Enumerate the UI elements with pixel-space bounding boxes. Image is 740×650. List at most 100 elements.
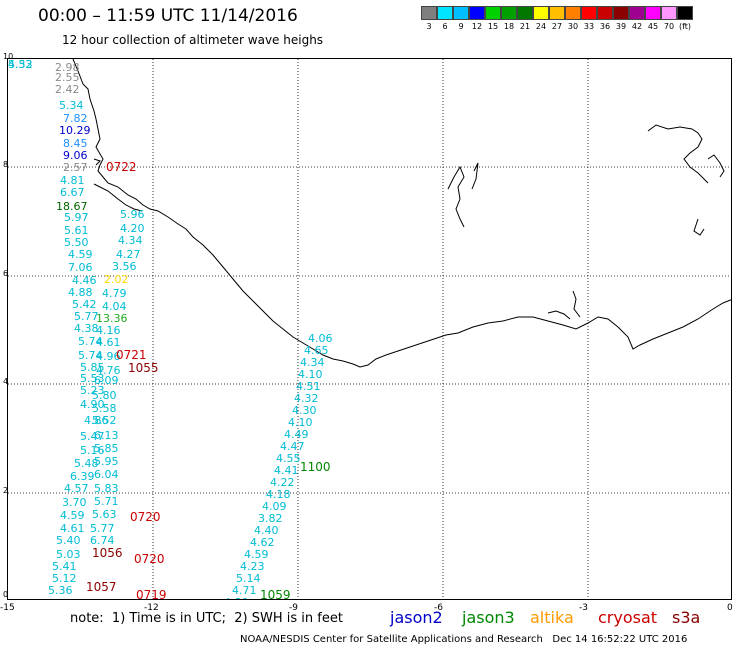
wave-height-value: 5.34 (59, 99, 84, 112)
legend-label: 27 (551, 22, 563, 31)
legend-swatch (629, 6, 645, 20)
pass-time-label: 1056 (92, 546, 123, 560)
legend-label: 21 (519, 22, 531, 31)
legend-swatch (517, 6, 533, 20)
x-tick-minus12: -12 (144, 603, 159, 613)
map-subtitle: 12 hour collection of altimeter wave hei… (62, 33, 324, 47)
legend-swatch (501, 6, 517, 20)
wave-height-value: 7.06 (68, 261, 93, 274)
legend-label: 45 (647, 22, 659, 31)
legend-label: 30 (567, 22, 579, 31)
pass-time-label: 0719 (136, 588, 167, 600)
wave-height-value: 4.18 (266, 488, 291, 501)
wave-height-value: 4.06 (308, 332, 333, 345)
wave-height-value: 5.48 (74, 457, 99, 470)
wave-height-value: 4.51 (296, 380, 321, 393)
wave-height-value: 2.98 (55, 61, 80, 74)
wave-height-value: 4.23 (240, 560, 265, 573)
y-tick-8: 8 (3, 160, 9, 169)
wave-height-value: 8.45 (63, 137, 88, 150)
legend-swatch (549, 6, 565, 20)
wave-height-value: 4.88 (68, 286, 93, 299)
legend-label: 9 (458, 22, 464, 31)
wave-height-value: 7.82 (63, 112, 88, 125)
wave-height-value: 4.80 (224, 597, 249, 599)
coastline (72, 59, 731, 368)
wave-height-value: 6.67 (60, 186, 85, 199)
legend-jason3: jason3 (462, 608, 515, 627)
y-tick-10: 10 (3, 52, 14, 61)
wave-height-value: 5.14 (236, 572, 261, 585)
wave-height-value: 4.49 (284, 428, 309, 441)
wave-height-value: 5.77 (90, 522, 115, 535)
wave-height-value: 4.59 (60, 509, 85, 522)
wave-height-value: 3.82 (258, 512, 283, 525)
wave-height-value: 5.85 (94, 442, 119, 455)
wave-height-value: 4.71 (232, 584, 257, 597)
y-tick-6: 6 (3, 269, 9, 278)
wave-height-value: 13.36 (96, 312, 128, 325)
pass-time-label: 0721 (116, 348, 147, 362)
wave-height-value: 4.22 (270, 476, 295, 489)
pass-time-label: 0720 (130, 510, 161, 524)
wave-height-value: 6.39 (70, 470, 95, 483)
wave-height-value: 5.63 (92, 508, 117, 521)
wave-height-value: 4.34 (118, 234, 143, 247)
wave-height-value: 5.33 (8, 58, 33, 71)
pass-time-label: 0722 (106, 160, 137, 174)
legend-label: 36 (599, 22, 611, 31)
pass-time-label: 1055 (128, 361, 159, 375)
wave-height-value: 5.36 (48, 584, 73, 597)
wave-height-value: 5.23 (80, 384, 105, 397)
wave-height-value: 10.29 (59, 124, 91, 137)
wave-height-value: 4.09 (262, 500, 287, 513)
wave-height-value: 3.56 (112, 260, 137, 273)
legend-s3a: s3a (672, 608, 701, 627)
wave-height-value: 2.02 (104, 273, 129, 286)
wave-height-value: 4.10 (298, 368, 323, 381)
wave-height-value: 6.74 (90, 534, 115, 547)
legend-swatch (597, 6, 613, 20)
legend-label: 12 (471, 22, 483, 31)
wave-height-value: 18.67 (56, 200, 88, 213)
x-tick-0: 0 (727, 603, 733, 613)
wave-height-value: 4.62 (250, 536, 275, 549)
wave-height-value: 4.34 (300, 356, 325, 369)
wave-height-value: 5.12 (52, 572, 77, 585)
legend-swatch (485, 6, 501, 20)
color-legend: 3 6 9 12 15 18 21 24 27 30 33 36 39 42 45 70 (ft) (421, 6, 693, 31)
legend-swatch (437, 6, 453, 20)
legend-swatch (581, 6, 597, 20)
legend-label: 42 (631, 22, 643, 31)
legend-label: 33 (583, 22, 595, 31)
legend-altika: altika (530, 608, 574, 627)
wave-height-value: 6.09 (94, 374, 119, 387)
wave-height-value: 5.53 (80, 372, 105, 385)
legend-label: (ft) (678, 22, 692, 31)
wave-height-value: 5.77 (74, 310, 99, 323)
wave-height-value: 3.70 (62, 496, 87, 509)
wave-height-value: 4.61 (60, 522, 85, 535)
wave-height-value: 4.32 (294, 392, 319, 405)
wave-height-value: 4.16 (96, 324, 121, 337)
legend-jason2: jason2 (390, 608, 443, 627)
wave-height-value: 2.57 (63, 161, 88, 174)
wave-height-value: 4.04 (102, 300, 127, 313)
wave-height-value: 5.52 (92, 414, 117, 427)
legend-swatch (613, 6, 629, 20)
wave-height-value: 4.46 (72, 274, 97, 287)
legend-label: 39 (615, 22, 627, 31)
wave-height-value: 5.58 (92, 402, 117, 415)
y-tick-2: 2 (3, 486, 9, 495)
legend-label: 24 (535, 22, 547, 31)
wave-height-value: 4.41 (274, 464, 299, 477)
wave-height-value: 5.71 (94, 495, 119, 508)
wave-height-value: 5.95 (94, 455, 119, 468)
wave-height-value: 4.76 (96, 364, 121, 377)
pass-time-label: 0720 (134, 552, 165, 566)
wave-height-value: 5.74 (78, 349, 103, 362)
wave-height-value: 4.47 (280, 440, 305, 453)
wave-height-value: 5.40 (56, 534, 81, 547)
wave-height-value: 4.81 (60, 174, 85, 187)
wave-height-value: 4.38 (74, 322, 99, 335)
